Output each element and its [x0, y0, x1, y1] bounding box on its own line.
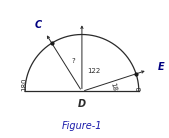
Text: E: E [158, 62, 164, 72]
Text: ?: ? [71, 58, 75, 64]
Text: 180: 180 [21, 77, 27, 91]
Text: 18: 18 [109, 81, 117, 92]
Text: D: D [78, 99, 86, 109]
Text: Figure-1: Figure-1 [62, 121, 102, 131]
Text: C: C [35, 20, 42, 30]
Text: 122: 122 [87, 67, 100, 74]
Text: 0: 0 [137, 86, 143, 91]
